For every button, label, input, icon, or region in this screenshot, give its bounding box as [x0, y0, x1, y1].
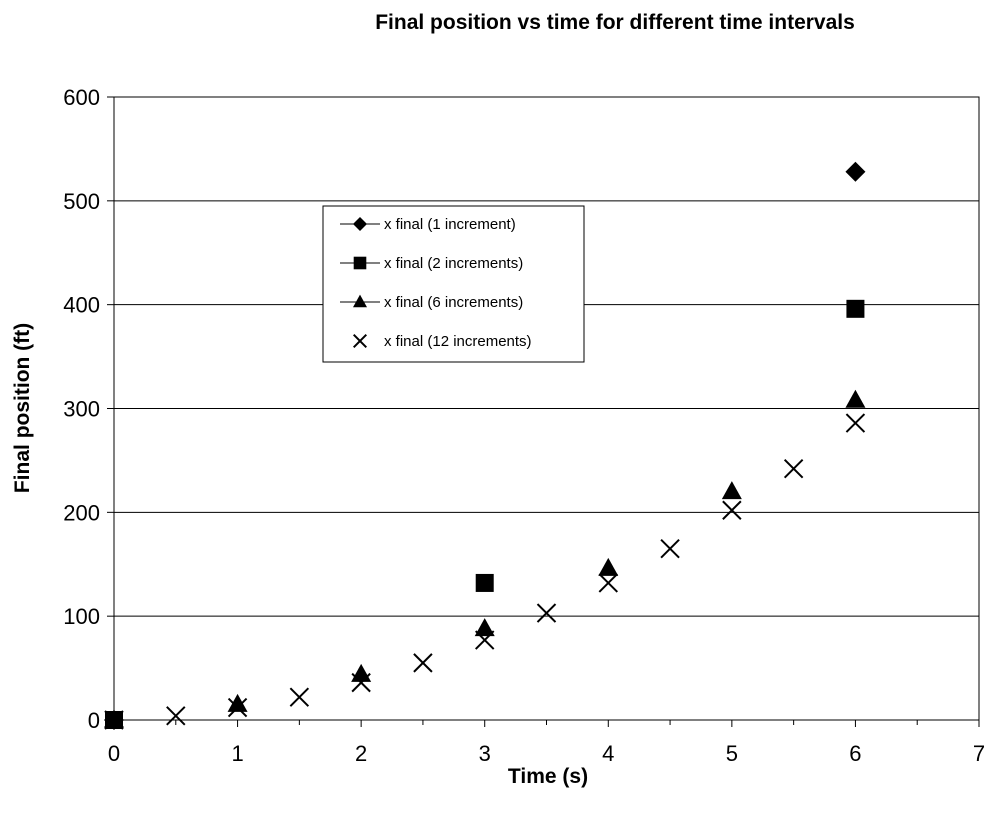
x-marker [783, 459, 804, 479]
legend-label: x final (6 increments) [384, 294, 523, 311]
x-marker-stroke [351, 672, 371, 693]
legend-label: x final (1 increment) [384, 216, 516, 233]
x-tick-label: 4 [602, 741, 614, 766]
x-marker-stroke [475, 630, 495, 650]
legend-box [322, 205, 585, 363]
x-tick-label: 1 [231, 741, 243, 766]
x-axis: 0 1 2 3 4 5 6 7 [108, 720, 985, 766]
x-tick-label: 2 [355, 741, 367, 766]
series-x [104, 413, 866, 730]
y-tick-label: 100 [63, 604, 100, 629]
legend-item: x final (6 increments) [340, 294, 523, 311]
diamond-marker [845, 161, 866, 182]
x-tick-label: 5 [726, 741, 738, 766]
x-marker [227, 697, 248, 718]
square-marker [353, 256, 367, 270]
y-tick-label: 600 [63, 85, 100, 110]
triangle-marker [353, 294, 367, 308]
y-tick-label: 300 [63, 397, 100, 422]
legend-item: x final (12 increments) [352, 333, 532, 350]
square-marker [475, 573, 494, 592]
diamond-marker [353, 217, 367, 231]
y-tick-label: 200 [63, 500, 100, 525]
x-marker-stroke [104, 710, 124, 730]
series-square [105, 299, 865, 729]
x-marker [598, 573, 618, 593]
legend-item: x final (2 increments) [340, 255, 523, 272]
y-axis: 0 100 200 300 400 500 600 [63, 85, 114, 733]
x-marker-stroke [166, 706, 186, 726]
x-marker-stroke [413, 653, 433, 673]
x-tick-label: 0 [108, 741, 120, 766]
data-points [104, 161, 866, 730]
x-marker-stroke [227, 697, 248, 718]
x-marker-stroke [722, 500, 742, 520]
chart-title: Final position vs time for different tim… [375, 11, 855, 34]
y-tick-label: 400 [63, 293, 100, 318]
x-tick-label: 3 [479, 741, 491, 766]
x-marker-stroke [660, 538, 680, 559]
x-marker [536, 603, 557, 623]
legend-label: x final (12 increments) [384, 333, 532, 350]
triangle-marker [845, 389, 866, 408]
square-marker [846, 299, 865, 318]
x-marker [351, 672, 371, 693]
x-marker-stroke [598, 573, 618, 593]
x-marker-stroke [536, 603, 557, 623]
legend-item: x final (1 increment) [340, 216, 516, 233]
legend: x final (1 increment) x final (2 incremen… [322, 205, 585, 363]
x-tick-label: 6 [849, 741, 861, 766]
triangle-marker [474, 618, 495, 637]
x-marker-stroke [845, 413, 866, 433]
x-marker [166, 706, 186, 726]
x-marker [845, 413, 866, 433]
x-marker-stroke [352, 333, 368, 349]
triangle-marker [351, 663, 372, 682]
grid [114, 200, 979, 617]
triangle-marker [227, 693, 248, 712]
x-marker [289, 687, 310, 707]
x-axis-label: Time (s) [508, 765, 588, 788]
x-marker [352, 333, 368, 349]
x-marker-stroke [289, 687, 310, 707]
x-marker [722, 500, 742, 520]
x-tick-label: 7 [973, 741, 985, 766]
series-triangle [104, 389, 866, 728]
triangle-marker [598, 557, 619, 576]
x-marker [104, 710, 124, 730]
y-axis-label: Final position (ft) [11, 323, 34, 493]
triangle-marker [104, 709, 124, 728]
legend-label: x final (2 increments) [384, 255, 523, 272]
triangle-marker [721, 481, 742, 500]
y-tick-label: 0 [88, 708, 100, 733]
x-marker-stroke [783, 459, 804, 479]
x-marker [660, 538, 680, 559]
x-marker [475, 630, 495, 650]
x-marker [413, 653, 433, 673]
y-tick-label: 500 [63, 189, 100, 214]
